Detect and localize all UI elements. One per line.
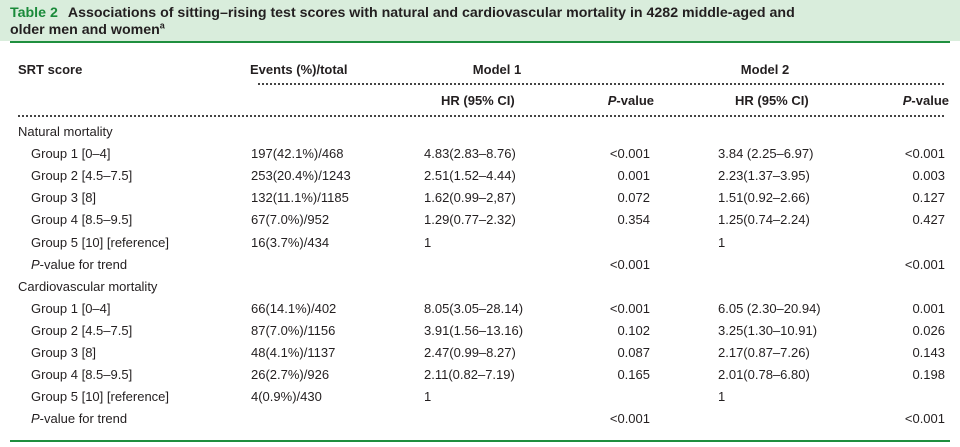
header-srt-score: SRT score [18, 62, 83, 77]
row-hr-model1: 1 [424, 389, 432, 405]
section-title: Cardiovascular mortality [18, 278, 158, 294]
row-hr-model2: 3.84 (2.25–6.97) [718, 146, 814, 162]
row-p-model2: 0.127 [912, 190, 945, 206]
row-trend-p-model2: <0.001 [904, 411, 945, 427]
table-title-line-2: older men and women [10, 22, 160, 38]
row-hr-model1: 2.47(0.99–8.27) [424, 345, 516, 360]
row-group: Group 3 [8] [31, 190, 97, 206]
row-trend-p-model1: <0.001 [609, 411, 650, 427]
row-hr-model1: 8.05(3.05–28.14) [424, 300, 524, 316]
row-group: Group 4 [8.5–9.5] [31, 367, 133, 383]
row-group: Group 5 [10] [reference] [31, 389, 170, 405]
table-title-line-1: Associations of sitting–rising test scor… [67, 5, 795, 21]
header-p-model1: P-value [607, 93, 654, 108]
section-title: Natural mortality [18, 124, 113, 139]
row-p-model2: 0.198 [912, 367, 945, 383]
row-hr-model2: 1 [718, 389, 726, 405]
row-hr-model2: 6.05 (2.30–20.94) [718, 300, 821, 316]
row-p-model1: 0.102 [617, 322, 650, 338]
row-trend-p-model1: <0.001 [609, 256, 650, 272]
row-p-model1: 0.072 [617, 190, 650, 206]
row-hr-model2: 2.23(1.37–3.95) [718, 168, 810, 184]
row-p-model1: <0.001 [609, 146, 650, 162]
row-p-model2: 0.427 [912, 212, 945, 228]
header-model2: Model 2 [740, 62, 790, 77]
row-p-model2: <0.001 [904, 146, 945, 162]
row-p-model1: 0.087 [617, 345, 650, 360]
row-p-model1: 0.165 [617, 367, 650, 383]
row-events: 26(2.7%)/926 [251, 367, 330, 383]
row-events: 66(14.1%)/402 [251, 300, 337, 316]
header-bottom-rule [18, 115, 944, 117]
row-events: 87(7.0%)/1156 [251, 322, 336, 338]
row-events: 4(0.9%)/430 [251, 389, 322, 405]
table-top-rule [10, 41, 950, 43]
row-group: Group 5 [10] [reference] [31, 234, 170, 250]
row-hr-model2: 1.25(0.74–2.24) [718, 212, 810, 228]
row-hr-model2: 1.51(0.92–2.66) [718, 190, 810, 206]
row-group: Group 1 [0–4] [31, 146, 111, 162]
table-bottom-rule [10, 440, 950, 442]
row-trend-label: P-value for trend [31, 256, 128, 272]
header-events: Events (%)/total [250, 62, 348, 77]
row-events: 16(3.7%)/434 [251, 234, 330, 250]
row-hr-model1: 1.62(0.99–2,87) [424, 190, 516, 206]
row-group: Group 4 [8.5–9.5] [31, 212, 133, 228]
row-group: Group 3 [8] [31, 345, 97, 360]
row-hr-model1: 2.11(0.82–7.19) [424, 367, 515, 383]
row-p-model2: 0.143 [912, 345, 945, 360]
row-hr-model1: 2.51(1.52–4.44) [424, 168, 516, 184]
header-p-model2: P-value [902, 93, 949, 108]
row-hr-model1: 4.83(2.83–8.76) [424, 146, 516, 162]
row-hr-model2: 2.01(0.78–6.80) [718, 367, 810, 383]
footnote-mark: a [159, 20, 165, 31]
header-hr-model1: HR (95% CI) [441, 93, 515, 108]
row-trend-p-model2: <0.001 [904, 256, 945, 272]
row-hr-model1: 1.29(0.77–2.32) [424, 212, 516, 228]
row-events: 132(11.1%)/1185 [251, 190, 349, 206]
row-hr-model2: 2.17(0.87–7.26) [718, 345, 810, 360]
row-hr-model2: 3.25(1.30–10.91) [718, 322, 818, 338]
row-p-model2: 0.001 [912, 300, 945, 316]
row-group: Group 2 [4.5–7.5] [31, 168, 133, 184]
caption-line-1: Table 2 Associations of sitting–rising te… [10, 5, 950, 22]
row-hr-model1: 3.91(1.56–13.16) [424, 322, 524, 338]
header-spanner-rule [258, 83, 944, 85]
table-caption: Table 2 Associations of sitting–rising te… [0, 0, 960, 41]
row-hr-model1: 1 [424, 234, 432, 250]
table-label: Table 2 [10, 5, 58, 21]
row-group: Group 1 [0–4] [31, 300, 111, 316]
header-hr-model2: HR (95% CI) [735, 93, 809, 108]
row-events: 197(42.1%)/468 [251, 146, 344, 162]
row-p-model1: <0.001 [609, 300, 650, 316]
header-model1: Model 1 [472, 62, 522, 77]
row-events: 253(20.4%)/1243 [251, 168, 351, 184]
row-group: Group 2 [4.5–7.5] [31, 322, 133, 338]
row-events: 48(4.1%)/1137 [251, 345, 336, 360]
row-events: 67(7.0%)/952 [251, 212, 330, 228]
caption-line-2: older men and womena [10, 20, 950, 39]
row-p-model1: 0.001 [617, 168, 650, 184]
row-p-model2: 0.026 [912, 322, 945, 338]
row-p-model2: 0.003 [912, 168, 945, 184]
row-trend-label: P-value for trend [31, 411, 128, 427]
row-p-model1: 0.354 [617, 212, 650, 228]
row-hr-model2: 1 [718, 234, 726, 250]
